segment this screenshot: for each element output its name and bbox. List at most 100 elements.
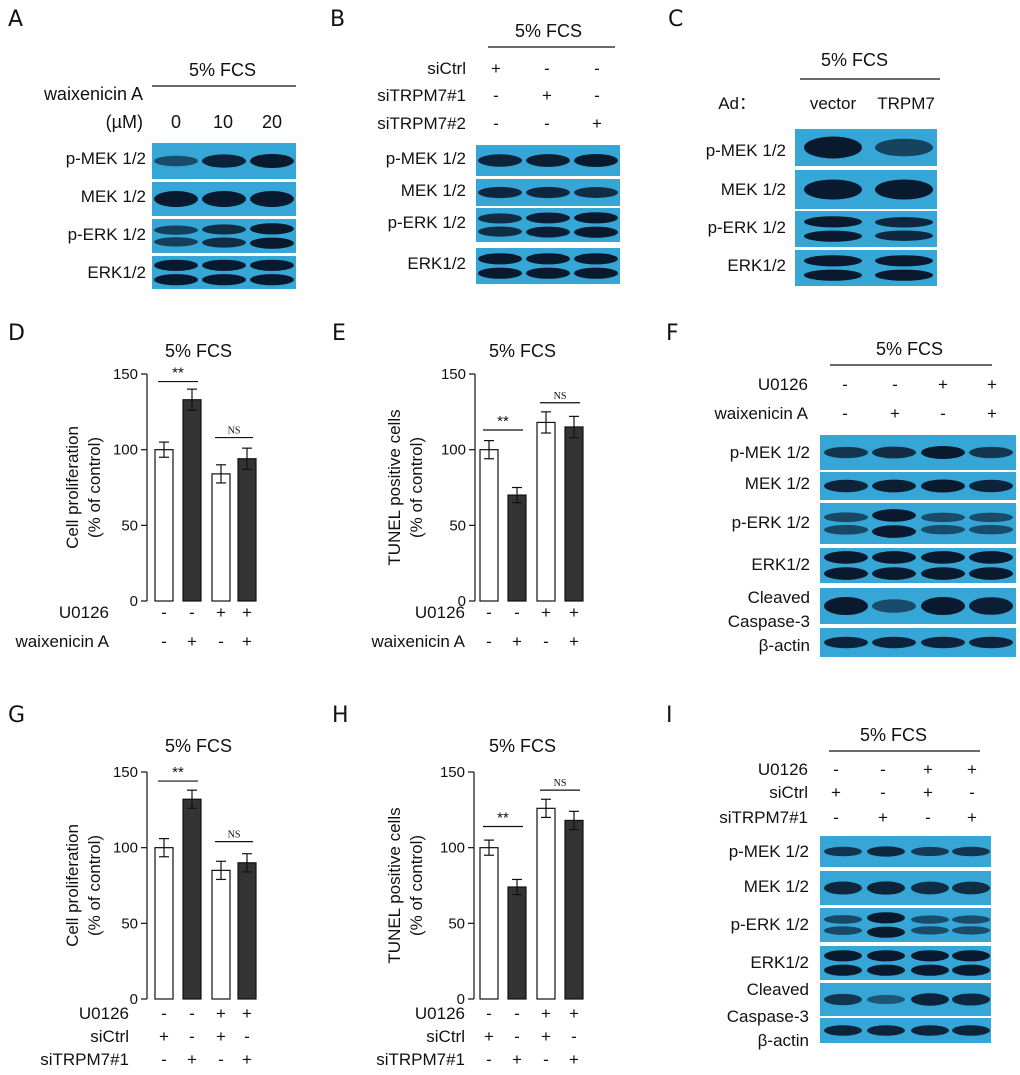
panel-f-sign: -	[892, 375, 898, 394]
panel-f-row-label: U0126	[758, 375, 808, 394]
blot-band	[574, 154, 618, 167]
panel-a-unit-label: (µM)	[106, 112, 143, 132]
panel-b-blots: p-MEK 1/2 MEK 1/2 p-ERK 1/2 ERK1/2	[386, 145, 620, 284]
blot-band	[872, 525, 916, 538]
blot-band	[824, 551, 868, 564]
blot-band	[875, 138, 933, 157]
condition-sign: -	[161, 632, 167, 651]
bar	[211, 473, 231, 602]
panel-i-sign: -	[833, 808, 839, 827]
significance-stars: **	[172, 365, 184, 382]
blot-band	[574, 212, 618, 224]
bar	[479, 449, 499, 602]
condition-sign: -	[486, 632, 492, 651]
y-tick-label: 0	[130, 593, 138, 610]
blot-band	[911, 915, 949, 924]
blot-band	[154, 237, 198, 247]
y-axis-label: Cell proliferation	[63, 824, 82, 947]
bar	[237, 862, 257, 1000]
panel-b-row-label: siCtrl	[427, 59, 466, 78]
panel-i-row-label: U0126	[758, 760, 808, 779]
blot-band	[921, 636, 965, 649]
condition-sign: +	[484, 1027, 494, 1046]
condition-sign: -	[514, 1004, 520, 1023]
blot-band	[526, 267, 570, 279]
panel-c-blot-label: ERK1/2	[727, 256, 786, 275]
condition-label: siCtrl	[90, 1027, 129, 1046]
panel-b-sign: -	[493, 114, 499, 133]
blot-band	[824, 524, 868, 535]
panel-i-blot-label: ERK1/2	[750, 953, 809, 972]
condition-sign: +	[187, 632, 197, 651]
blot-band	[250, 191, 294, 207]
blot-band	[154, 225, 198, 235]
blot-band	[952, 964, 990, 976]
blot-band	[921, 446, 965, 459]
panel-b-blot-label: ERK1/2	[407, 254, 466, 273]
blot-band	[872, 479, 916, 493]
condition-label: U0126	[415, 1004, 465, 1023]
blot-band	[202, 259, 246, 271]
chart-d: 5% FCS 0 50 100 150 Cell proliferation (% of c…	[14, 341, 257, 651]
panel-a-blot-label: ERK1/2	[87, 263, 146, 282]
condition-sign: +	[242, 632, 252, 651]
blot-band	[154, 259, 198, 271]
panel-c-column-vector: vector	[810, 94, 857, 113]
blot-band	[478, 154, 522, 167]
panel-b-row-label: siTRPM7#2	[377, 114, 466, 133]
y-tick-label: 100	[441, 442, 466, 459]
bar	[564, 819, 584, 1000]
condition-label: waixenicin A	[370, 632, 465, 651]
panel-c-column-trpm7: TRPM7	[877, 94, 935, 113]
blot-band	[824, 881, 862, 895]
panel-b-blot-label: MEK 1/2	[401, 181, 466, 200]
bar	[237, 458, 257, 602]
blot-band	[202, 154, 246, 168]
y-axis-label: (% of control)	[407, 437, 426, 538]
blot-band	[478, 213, 522, 224]
chart-title: 5% FCS	[165, 341, 232, 361]
blot-band	[202, 237, 246, 248]
blot-band	[911, 926, 949, 935]
blot-band	[867, 846, 905, 857]
panel-a-blot-label: p-ERK 1/2	[68, 225, 146, 244]
blot-band	[872, 446, 916, 459]
blot-strip	[795, 211, 937, 247]
panel-b-sign: -	[544, 114, 550, 133]
y-tick-label: 50	[449, 517, 466, 534]
panel-f-blot-label: Caspase-3	[728, 612, 810, 631]
chart-e: 5% FCS 0 50 100 150 TUNEL positive cells (% of…	[370, 341, 584, 651]
panel-letter-e: E	[332, 321, 346, 346]
y-axis-label: (% of control)	[85, 437, 104, 538]
blot-band	[911, 846, 949, 857]
condition-sign: +	[541, 1027, 551, 1046]
blot-band	[875, 217, 933, 228]
bar	[479, 847, 499, 1000]
blot-band	[250, 154, 294, 168]
blot-band	[921, 567, 965, 580]
condition-sign: +	[242, 1004, 252, 1023]
blot-band	[250, 274, 294, 286]
panel-b-row-label: siTRPM7#1	[377, 86, 466, 105]
blot-band	[526, 253, 570, 265]
blot-band	[921, 597, 965, 615]
condition-sign: +	[216, 1027, 226, 1046]
bar	[507, 494, 527, 602]
blot-band	[154, 155, 198, 167]
blot-band	[875, 230, 933, 241]
panel-c-blot-label: p-ERK 1/2	[708, 218, 786, 237]
condition-sign: -	[218, 1050, 224, 1069]
y-tick-label: 50	[448, 915, 465, 932]
blot-band	[867, 881, 905, 895]
chart-title: 5% FCS	[489, 736, 556, 756]
bar	[182, 399, 202, 602]
condition-sign: +	[512, 1050, 522, 1069]
blot-band	[824, 597, 868, 615]
panel-i-blot-label: MEK 1/2	[744, 877, 809, 896]
panel-i-sign: -	[833, 760, 839, 779]
blot-band	[804, 255, 862, 267]
blot-band	[911, 964, 949, 976]
panel-letter-f: F	[666, 321, 679, 346]
panel-f-blot-label: β-actin	[759, 636, 810, 655]
blot-band	[867, 926, 905, 938]
